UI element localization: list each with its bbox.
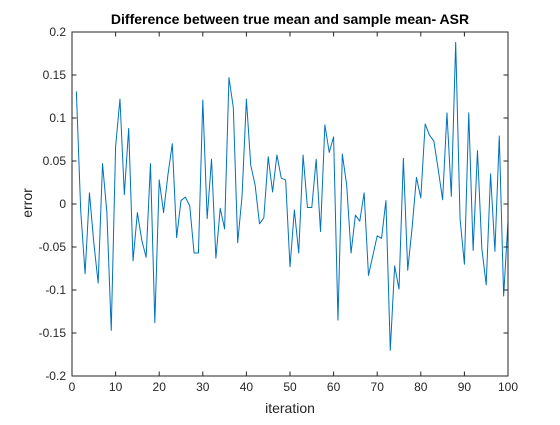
y-tick-label: -0.15 [39, 326, 67, 340]
series-line [75, 41, 509, 351]
x-tick-label: 10 [109, 380, 123, 394]
x-tick-label: 60 [327, 380, 341, 394]
y-tick-label: -0.05 [39, 240, 67, 254]
y-tick-label: -0.2 [45, 369, 66, 383]
y-tick-label: 0.15 [43, 68, 67, 82]
chart-title: Difference between true mean and sample … [111, 11, 469, 27]
y-tick-label: 0.05 [43, 154, 67, 168]
y-axis-label: error [19, 188, 35, 218]
x-tick-label: 0 [69, 380, 76, 394]
y-tick-label: 0.2 [49, 25, 66, 39]
x-tick-label: 80 [414, 380, 428, 394]
x-tick-label: 70 [371, 380, 385, 394]
y-tick-label: 0 [59, 197, 66, 211]
y-tick-label: -0.1 [45, 283, 66, 297]
x-tick-label: 90 [458, 380, 472, 394]
x-tick-label: 30 [196, 380, 210, 394]
plot-area: 0 10 20 30 40 50 60 70 80 90 100 -0.2 -0.15 -0.1 -0.05… [39, 25, 519, 394]
y-tick-label: 0.1 [49, 111, 66, 125]
x-tick-label: 50 [283, 380, 297, 394]
x-tick-label: 20 [153, 380, 167, 394]
x-axis-label: iteration [265, 400, 315, 416]
x-tick-label: 40 [240, 380, 254, 394]
x-tick-label: 100 [498, 380, 518, 394]
